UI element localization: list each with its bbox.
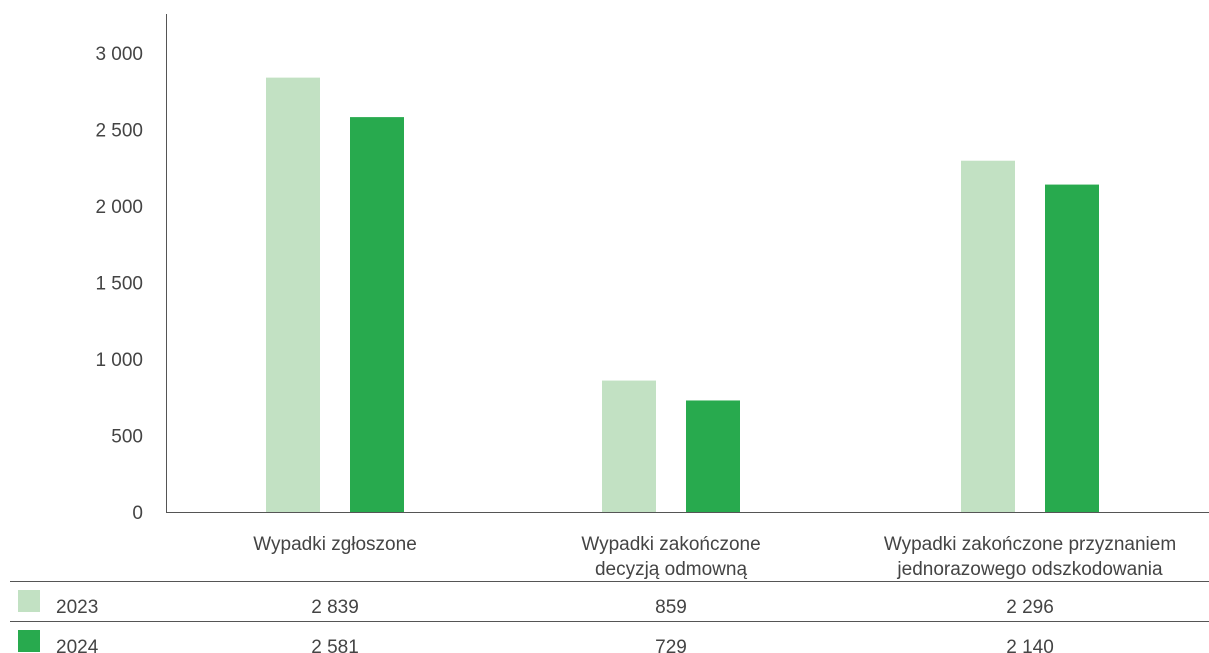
bar-2023-2: [961, 160, 1015, 512]
table-value: 859: [655, 597, 687, 618]
category-label: Wypadki zgłoszone: [253, 534, 417, 555]
bar-2024-1: [686, 400, 740, 512]
table-value: 2 839: [311, 597, 359, 618]
y-tick-label: 2 500: [95, 121, 143, 142]
bar-2024-0: [350, 117, 404, 513]
legend-swatch-2023: [18, 590, 40, 612]
table-value: 2 140: [1006, 637, 1054, 653]
category-label: jednorazowego odszkodowania: [896, 559, 1163, 580]
legend-label: 2024: [56, 637, 99, 653]
bar-2023-0: [266, 77, 320, 513]
bars: [266, 77, 1099, 513]
y-tick-label: 1 000: [95, 350, 143, 371]
bar-2023-1: [602, 380, 656, 512]
table-value: 729: [655, 637, 687, 653]
y-axis: 0 500 1 000 1 500 2 000 2 500 3 000: [95, 14, 167, 524]
y-tick-label: 1 500: [95, 274, 143, 295]
x-axis: Wypadki zgłoszone Wypadki zakończone decyz…: [166, 512, 1209, 580]
category-label: Wypadki zakończone przyznaniem: [884, 534, 1176, 555]
y-tick-label: 0: [132, 503, 143, 524]
table-value: 2 296: [1006, 597, 1054, 618]
y-tick-label: 500: [111, 427, 143, 448]
category-label: Wypadki zakończone: [581, 534, 760, 555]
y-tick-label: 3 000: [95, 44, 143, 65]
legend-label: 2023: [56, 597, 98, 618]
y-tick-label: 2 000: [95, 197, 143, 218]
data-table: 2023 2 839 859 2 296 2024 2 581 729 2 140: [10, 581, 1209, 653]
category-label: decyzją odmowną: [595, 559, 748, 580]
bar-2024-2: [1045, 184, 1099, 512]
table-value: 2 581: [311, 637, 359, 653]
legend-swatch-2024: [18, 630, 40, 652]
